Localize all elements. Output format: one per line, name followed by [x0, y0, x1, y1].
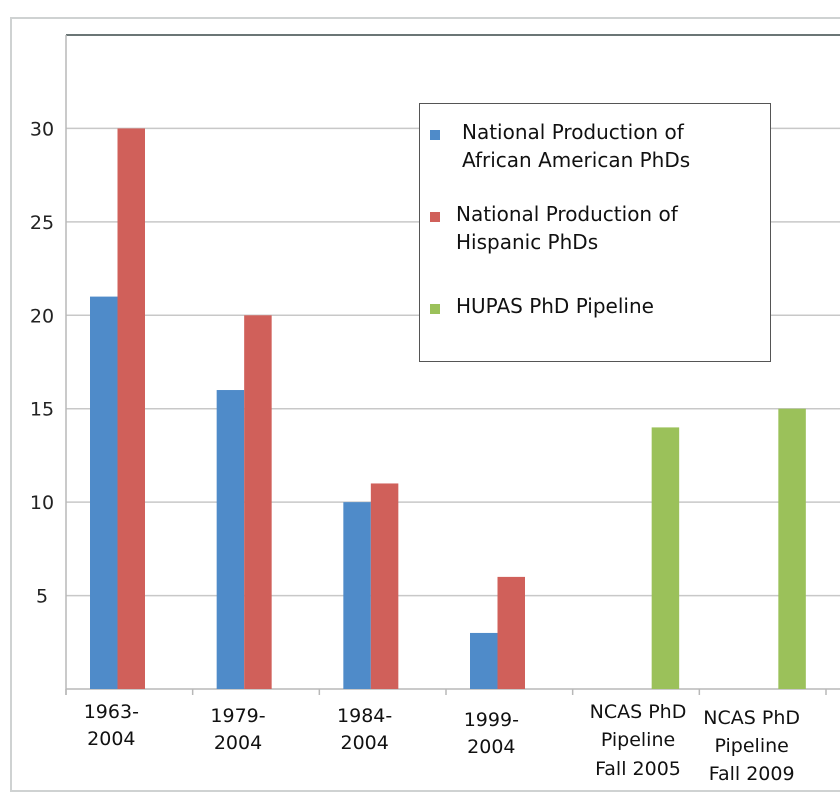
x-tick-label: Pipeline [714, 735, 788, 757]
y-tick-label: 30 [30, 118, 54, 140]
bar [651, 427, 680, 689]
x-tick-label: 2004 [214, 732, 262, 754]
bar [497, 576, 525, 689]
legend-text: Hispanic PhDs [456, 230, 599, 254]
x-tick-label: NCAS PhD [703, 707, 800, 729]
bar [778, 408, 806, 689]
bar [370, 483, 399, 689]
bar [244, 315, 272, 689]
bar [343, 502, 371, 689]
legend-swatch-green [430, 304, 440, 314]
legend-swatch-blue [430, 130, 440, 140]
x-tick-label: 2004 [87, 728, 135, 750]
y-tick-label: 25 [30, 212, 54, 234]
legend-item-hupas: HUPAS PhD Pipeline [430, 292, 654, 320]
x-tick-label: NCAS PhD [590, 701, 687, 723]
y-tick-label: 10 [30, 492, 54, 514]
legend-text: National Production of [462, 120, 684, 144]
bar [216, 390, 245, 689]
bar [470, 632, 498, 689]
bar [90, 296, 118, 689]
legend: National Production of African American P… [419, 103, 771, 362]
x-tick-label: 1984- [337, 705, 392, 727]
legend-swatch-red [430, 212, 440, 222]
y-tick-label: 15 [30, 399, 54, 421]
y-tick-label: 5 [36, 586, 48, 608]
x-tick-label: Fall 2009 [709, 763, 795, 785]
x-tick-label: 1979- [210, 705, 265, 727]
legend-text: National Production of [456, 202, 678, 226]
legend-item-hispanic: National Production of Hispanic PhDs [430, 200, 678, 256]
x-tick-label: Fall 2005 [595, 758, 681, 780]
x-tick-label: 1963- [84, 701, 139, 723]
x-tick-label: 1999- [464, 709, 519, 731]
legend-item-african-american: National Production of African American P… [430, 118, 690, 174]
legend-text: African American PhDs [462, 148, 691, 172]
x-tick-label: 2004 [467, 736, 515, 758]
y-tick-label: 20 [30, 305, 54, 327]
x-tick-label: 2004 [340, 732, 388, 754]
bar [117, 128, 145, 689]
x-tick-label: Pipeline [601, 729, 675, 751]
legend-text: HUPAS PhD Pipeline [456, 294, 654, 318]
